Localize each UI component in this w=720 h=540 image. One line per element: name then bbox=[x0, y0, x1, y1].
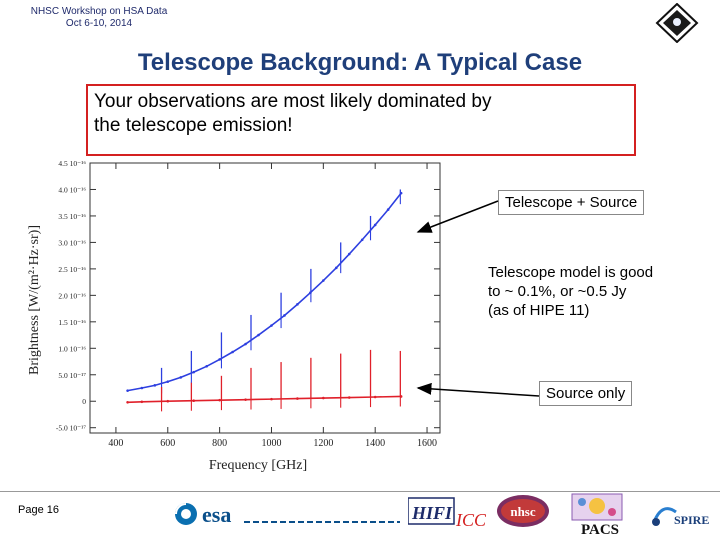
series-point bbox=[296, 303, 299, 306]
y-tick-label: 0 bbox=[82, 397, 86, 406]
x-tick-label: 1000 bbox=[261, 438, 281, 449]
spire-logo-text: SPIRE bbox=[674, 513, 709, 527]
footer-divider bbox=[0, 491, 720, 492]
series-point bbox=[218, 358, 221, 361]
series-point bbox=[257, 333, 260, 337]
series-point bbox=[126, 389, 129, 392]
arrow-telescope-source bbox=[416, 200, 499, 233]
label-source-only: Source only bbox=[539, 381, 633, 406]
hifi-logo-text: HIFI bbox=[411, 503, 453, 523]
page-title: Telescope Background: A Typical Case bbox=[137, 49, 583, 76]
series-point bbox=[126, 400, 129, 404]
spire-logo: SPIRE bbox=[646, 498, 716, 532]
hifi-logo: HIFI ICC bbox=[408, 496, 486, 530]
x-tick-label: 1400 bbox=[365, 438, 385, 449]
series-point bbox=[231, 350, 234, 354]
series-line bbox=[127, 395, 402, 404]
series-point bbox=[322, 396, 325, 400]
callout-line-2: the telescope emission! bbox=[94, 115, 293, 136]
series-point bbox=[244, 342, 247, 346]
pacs-logo-text: PACS bbox=[581, 522, 619, 536]
y-tick-label: 5.0 10⁻¹⁷ bbox=[58, 371, 86, 380]
series-point bbox=[218, 398, 221, 402]
series-point bbox=[322, 279, 325, 282]
series-point bbox=[283, 314, 286, 317]
series-point bbox=[153, 384, 157, 387]
callout-box: Your observations are most likely domina… bbox=[86, 84, 636, 156]
series-point bbox=[334, 266, 338, 270]
y-tick-label: 2.5 10⁻¹⁶ bbox=[58, 265, 86, 274]
series-point bbox=[192, 370, 196, 374]
series-point bbox=[347, 396, 351, 399]
series-point bbox=[296, 397, 299, 400]
esa-logo: esa bbox=[172, 495, 404, 535]
header-workshop: NHSC Workshop on HSA Data bbox=[30, 6, 168, 17]
series-point bbox=[192, 399, 196, 403]
header-dates: Oct 6-10, 2014 bbox=[65, 18, 133, 29]
y-tick-label: 3.5 10⁻¹⁶ bbox=[58, 212, 86, 221]
series-point bbox=[140, 400, 144, 404]
x-tick-label: 1600 bbox=[417, 438, 437, 449]
page-number: Page 16 bbox=[18, 504, 59, 516]
y-tick-label: 1.5 10⁻¹⁶ bbox=[58, 318, 86, 327]
x-tick-label: 1200 bbox=[313, 438, 333, 449]
series-line bbox=[127, 192, 402, 392]
model-note-line-2: to ~ 0.1%, or ~0.5 Jy bbox=[488, 283, 627, 300]
herschel-logo bbox=[655, 2, 699, 44]
x-tick-label: 600 bbox=[160, 438, 175, 449]
series-point bbox=[166, 399, 170, 403]
series-point bbox=[360, 238, 364, 242]
series-point bbox=[244, 398, 247, 401]
y-tick-label: 2.0 10⁻¹⁶ bbox=[58, 291, 86, 300]
esa-logo-text: esa bbox=[202, 502, 231, 527]
x-tick-label: 800 bbox=[212, 438, 227, 449]
nhsc-logo: nhsc bbox=[496, 494, 550, 528]
x-tick-label: 400 bbox=[108, 438, 123, 449]
y-tick-label: 4.5 10⁻¹⁶ bbox=[58, 159, 86, 168]
series-point bbox=[270, 324, 273, 327]
plot-area bbox=[89, 162, 441, 434]
brightness-chart: 400 600 800 1000 1200 1400 1600 -5.0 10⁻¹⁷ 0 5.0 … bbox=[27, 159, 441, 473]
series-point bbox=[347, 252, 351, 256]
model-note: Telescope model is good to ~ 0.1%, or ~0… bbox=[484, 263, 678, 320]
callout-line-1: Your observations are most likely domina… bbox=[94, 91, 492, 112]
nhsc-logo-text: nhsc bbox=[510, 504, 536, 519]
series-point bbox=[373, 395, 377, 399]
x-axis-label: Frequency [GHz] bbox=[209, 458, 307, 473]
y-tick-label: -5.0 10⁻¹⁷ bbox=[56, 424, 86, 433]
model-note-line-3: (as of HIPE 11) bbox=[488, 302, 590, 319]
series-point bbox=[373, 223, 377, 227]
series-point bbox=[179, 376, 183, 379]
series-point bbox=[140, 386, 144, 390]
y-axis-label: Brightness [W/(m²·Hz·sr)] bbox=[27, 225, 42, 375]
y-tick-label: 1.0 10⁻¹⁶ bbox=[58, 344, 86, 353]
svg-text:ICC: ICC bbox=[455, 510, 486, 530]
label-telescope-source: Telescope + Source bbox=[498, 190, 645, 215]
series-point bbox=[205, 364, 208, 368]
y-tick-label: 3.0 10⁻¹⁶ bbox=[58, 238, 86, 247]
y-tick-label: 4.0 10⁻¹⁶ bbox=[58, 185, 86, 194]
series-point bbox=[166, 380, 170, 383]
pacs-logo: PACS bbox=[560, 492, 640, 536]
series-point bbox=[386, 208, 390, 211]
model-note-line-1: Telescope model is good bbox=[488, 264, 654, 281]
series-source-only bbox=[126, 349, 403, 412]
arrow-source-only bbox=[416, 382, 540, 397]
series-point bbox=[270, 397, 273, 401]
